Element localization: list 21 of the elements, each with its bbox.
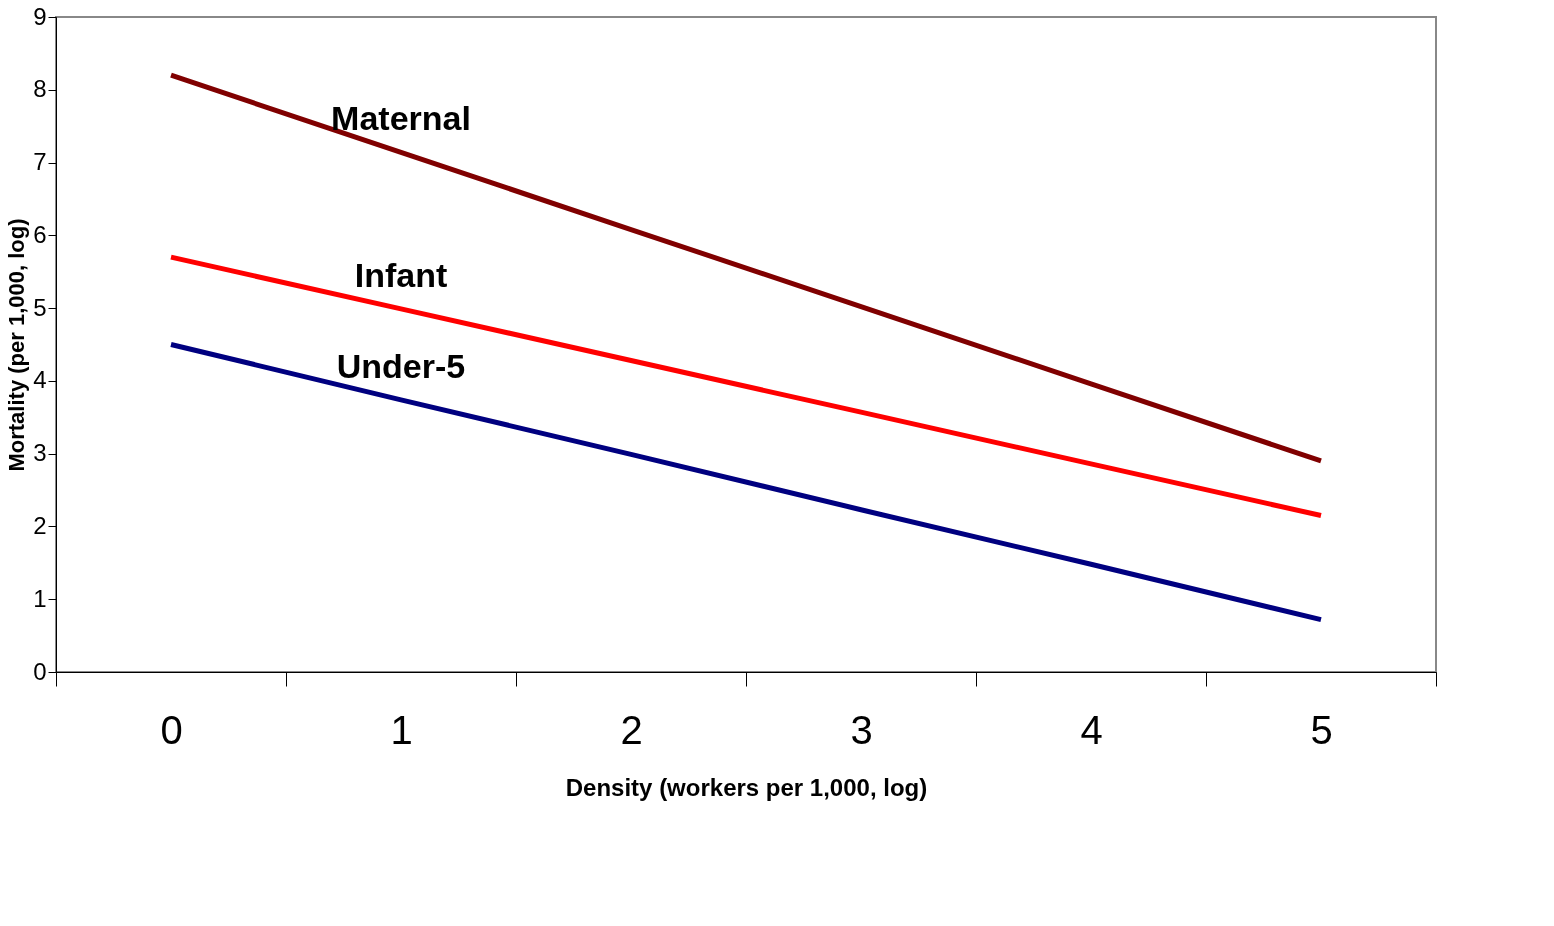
x-tick-label: 0 <box>160 707 183 752</box>
series-label: Infant <box>354 255 448 294</box>
x-tick-label: 4 <box>1080 707 1103 752</box>
y-tick-label: 3 <box>33 439 47 467</box>
y-tick-label: 2 <box>33 511 47 539</box>
y-axis-title: Mortality (per 1,000, log) <box>4 218 30 472</box>
x-tick-label: 5 <box>1310 707 1333 752</box>
series-label: Under-5 <box>336 346 466 385</box>
x-tick-label: 3 <box>850 707 873 752</box>
y-tick-label: 0 <box>33 657 47 685</box>
y-tick-label: 8 <box>33 75 47 103</box>
y-tick-label: 7 <box>33 148 47 176</box>
y-tick-label: 5 <box>33 293 47 321</box>
series-label: Maternal <box>331 99 471 138</box>
y-tick-label: 6 <box>33 220 47 248</box>
x-axis-title: Density (workers per 1,000, log) <box>565 773 928 801</box>
y-tick-label: 1 <box>33 584 47 612</box>
y-tick-label: 9 <box>33 2 47 30</box>
x-tick-label: 2 <box>620 707 643 752</box>
y-tick-label: 4 <box>33 366 47 394</box>
x-tick-label: 1 <box>390 707 413 752</box>
